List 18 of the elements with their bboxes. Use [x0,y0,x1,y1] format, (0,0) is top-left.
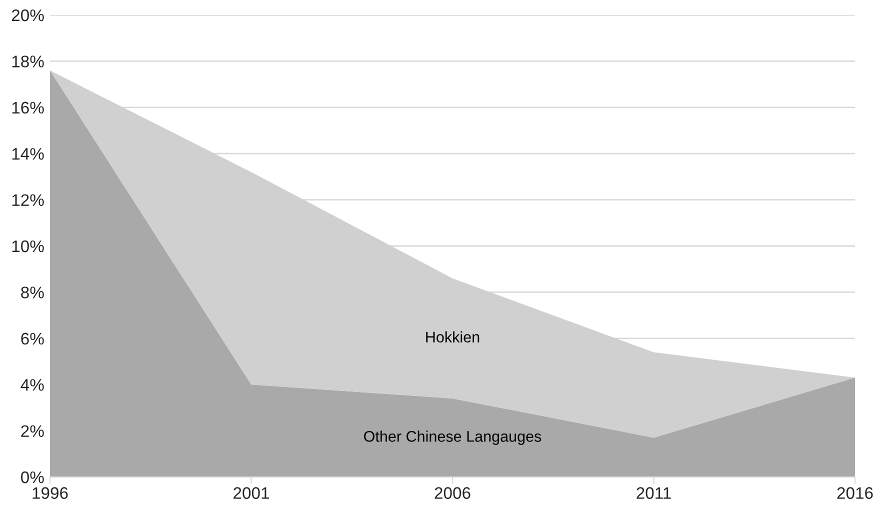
y-tick-label: 20% [12,9,44,22]
y-tick-label: 8% [21,286,44,298]
x-tick-label: 2016 [837,487,873,499]
x-tick-label: 2006 [434,487,470,499]
y-tick-label: 18% [12,56,44,68]
y-tick-label: 4% [20,379,44,391]
y-tick-label: 14% [12,148,44,160]
series-label: Other Chinese Langauges [364,430,542,445]
x-tick-label: 2011 [636,487,671,499]
y-tick-label: 10% [12,240,44,252]
y-tick-label: 0% [21,471,44,484]
y-tick-label: 6% [21,332,44,345]
y-tick-label: 2% [21,425,44,437]
series-label: Hokkien [426,331,480,342]
x-tick-label: 2001 [234,487,269,499]
x-tick-label: 1996 [32,487,68,499]
y-tick-label: 16% [12,102,44,114]
y-tick-label: 12% [12,194,44,206]
